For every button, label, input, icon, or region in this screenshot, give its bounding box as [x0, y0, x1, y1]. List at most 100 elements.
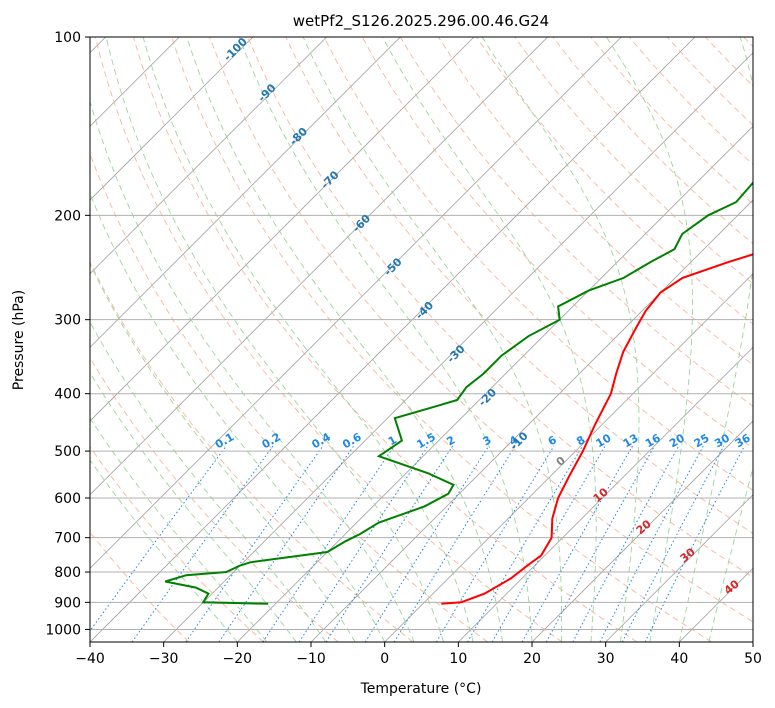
dry-adiabat-line	[743, 37, 753, 48]
moist-adiabat-line	[302, 37, 563, 642]
y-tick-label: 800	[54, 565, 81, 581]
x-tick-label: 30	[597, 651, 615, 667]
isotherm-line	[163, 52, 753, 642]
isotherm-line	[531, 420, 753, 642]
x-axis-ticks: −40 −30 −20 −10 0 10 20 30 40 50	[75, 642, 762, 667]
isotherm-line	[90, 37, 548, 496]
mixing-ratio-label: 25	[692, 431, 712, 450]
isotherm-line	[752, 641, 753, 642]
mixing-ratio-label: 1	[386, 433, 399, 448]
dry-adiabat-line	[285, 37, 753, 535]
moist-adiabat-line	[708, 465, 753, 642]
dry-adiabat-label: -100	[221, 35, 250, 64]
moist-adiabat-line	[606, 37, 693, 642]
x-tick-label: −30	[149, 651, 179, 667]
profile-lines	[164, 181, 753, 605]
mixing-ratio-line	[218, 445, 355, 642]
isotherm-line	[384, 273, 753, 642]
moist-adiabat-label: 30	[678, 545, 698, 565]
isotherm-line	[458, 346, 753, 642]
y-tick-label: 400	[54, 387, 81, 403]
mixing-ratio-label: 10	[594, 431, 614, 450]
isotherm-line	[90, 37, 327, 275]
mixing-ratio-line	[467, 445, 584, 642]
mixing-ratio-line	[393, 445, 516, 642]
mixing-ratio-line	[364, 445, 490, 642]
y-tick-label: 300	[54, 313, 81, 329]
y-tick-label: 600	[54, 491, 81, 507]
moist-adiabat-line	[90, 459, 238, 642]
moist-adiabat-line	[186, 37, 503, 642]
x-tick-label: 40	[670, 651, 688, 667]
mixing-ratio-label: 16	[643, 431, 663, 450]
mixing-ratio-line	[325, 445, 454, 642]
y-tick-label: 200	[54, 208, 81, 224]
x-axis-label: Temperature (°C)	[360, 681, 482, 697]
plot-frame	[89, 36, 754, 643]
moist-adiabat-line	[382, 37, 597, 642]
moist-adiabat-line	[90, 100, 415, 642]
moist-adiabat-label: 40	[722, 577, 742, 597]
dry-adiabat-line	[247, 37, 753, 578]
mixing-ratio-label: 0.1	[213, 430, 236, 451]
mixing-ratio-line	[521, 445, 633, 642]
isotherm-line	[90, 37, 401, 348]
dry-adiabat-line	[514, 37, 753, 285]
moist-adiabat-line	[90, 371, 297, 642]
y-axis-ticks: 100 200 300 400 500 600 700 800 900 1000	[45, 30, 90, 638]
mixing-ratio-label: 20	[667, 431, 687, 450]
dry-adiabat-line	[704, 37, 753, 87]
moist-adiabat-line	[90, 192, 386, 642]
x-tick-label: 0	[380, 651, 389, 667]
dry-adiabat-line	[90, 356, 339, 642]
chart-title: wetPf2_S126.2025.296.00.46.G24	[293, 12, 549, 31]
mixing-ratio-label: 0.4	[310, 430, 334, 451]
x-tick-label: −40	[75, 651, 105, 667]
dry-adiabat-line	[171, 37, 712, 642]
dry-adiabat-label: -10	[507, 429, 530, 452]
dry-adiabat-label: -40	[413, 299, 436, 322]
mixing-ratio-label: 3	[480, 433, 493, 448]
moist-adiabat-label: 20	[634, 517, 654, 537]
dry-adiabat-line	[90, 531, 190, 642]
y-tick-label: 500	[54, 444, 81, 460]
mixing-ratio-line	[90, 445, 227, 632]
dry-adiabat-label: -80	[287, 125, 310, 148]
dry-adiabat-line	[132, 37, 638, 642]
pressure-grid	[90, 37, 753, 630]
dry-adiabat-line	[476, 37, 753, 325]
mixing-ratio-line	[435, 445, 555, 642]
mixing-ratio-label: 6	[546, 433, 559, 448]
dry-adiabat-line	[209, 37, 753, 623]
mixing-ratio-label: 30	[712, 431, 732, 450]
isotherm-line	[237, 125, 753, 642]
dry-adiabat-line	[438, 37, 753, 366]
isotherm-line	[90, 37, 254, 201]
moist-adiabat-line	[678, 37, 753, 642]
isotherm-line	[90, 37, 622, 569]
mixing-ratio-line	[545, 445, 656, 642]
isotherm-line	[90, 37, 475, 422]
background-lines	[90, 37, 753, 642]
dewpoint-profile-line	[164, 181, 753, 605]
mixing-ratio-line	[621, 445, 725, 642]
y-tick-label: 1000	[45, 622, 81, 638]
mixing-ratio-line	[298, 445, 429, 642]
y-tick-label: 100	[54, 30, 81, 46]
isotherm-line	[605, 494, 753, 642]
dry-adiabat-label: -20	[476, 386, 499, 409]
mixing-ratio-label: 36	[733, 431, 753, 450]
y-tick-label: 900	[54, 595, 81, 611]
mixing-ratio-line	[131, 445, 274, 642]
mixing-ratio-label: 0.6	[340, 430, 364, 451]
mixing-ratio-label: 2	[444, 433, 457, 448]
mixing-ratio-line	[572, 445, 680, 642]
x-tick-label: −20	[223, 651, 253, 667]
x-tick-label: 20	[523, 651, 541, 667]
dry-adiabat-label: -30	[444, 342, 467, 365]
y-tick-label: 700	[54, 531, 81, 547]
x-tick-label: −10	[296, 651, 326, 667]
mixing-ratio-label: 13	[621, 431, 641, 450]
x-tick-label: 50	[744, 651, 762, 667]
